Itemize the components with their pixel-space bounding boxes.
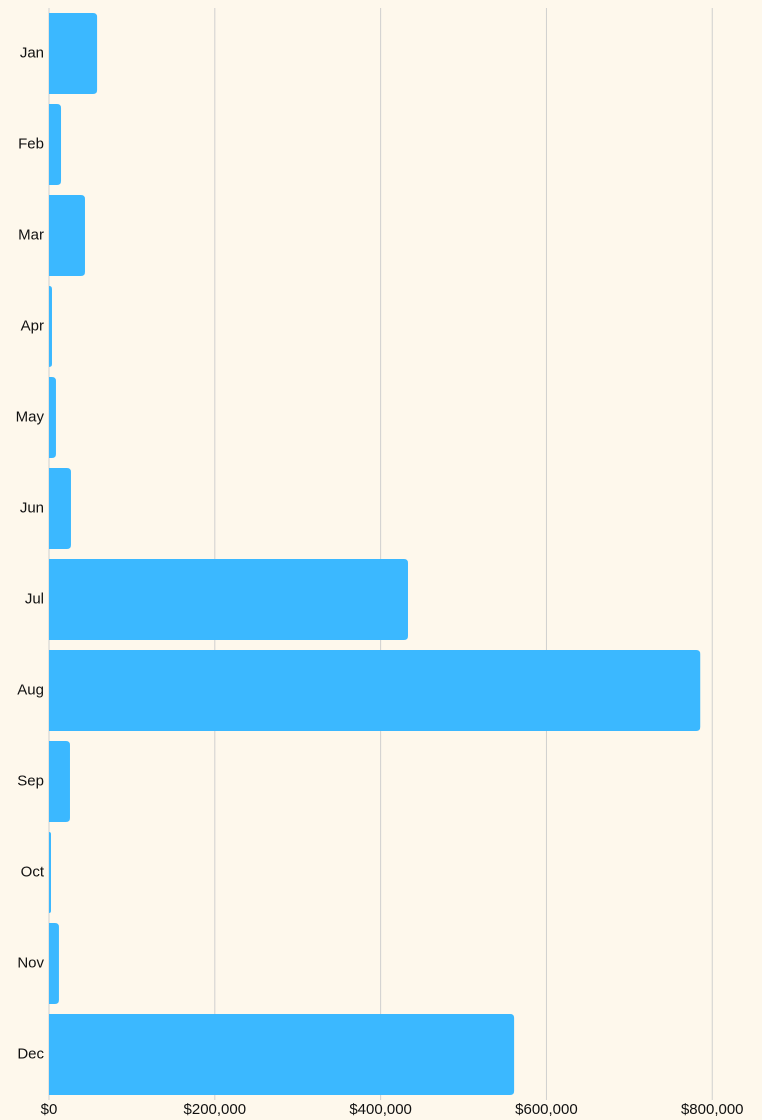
bar	[49, 104, 62, 185]
y-tick-label: Oct	[21, 863, 45, 880]
bar	[49, 1014, 515, 1095]
y-tick-label: Jun	[20, 499, 44, 516]
bar	[49, 741, 70, 822]
y-tick-label: Dec	[17, 1045, 44, 1062]
bar	[49, 195, 85, 276]
bar	[49, 468, 71, 549]
y-tick-label: May	[16, 408, 45, 425]
y-tick-label: Nov	[17, 954, 44, 971]
y-tick-label: Jan	[20, 44, 44, 61]
x-tick-label: $800,000	[681, 1101, 744, 1118]
bar	[49, 377, 56, 458]
y-tick-label: Sep	[17, 772, 44, 789]
y-tick-label: Feb	[18, 135, 44, 152]
x-tick-label: $200,000	[184, 1101, 247, 1118]
bar	[49, 923, 59, 1004]
y-tick-label: Jul	[25, 590, 44, 607]
bar	[49, 650, 701, 731]
x-tick-label: $0	[41, 1101, 58, 1118]
x-tick-label: $600,000	[515, 1101, 578, 1118]
y-tick-label: Aug	[17, 681, 44, 698]
y-tick-label: Mar	[18, 226, 44, 243]
x-tick-label: $400,000	[349, 1101, 412, 1118]
bar	[49, 832, 51, 913]
bar	[49, 286, 52, 367]
bar	[49, 559, 408, 640]
y-tick-label: Apr	[21, 317, 44, 334]
bar	[49, 13, 98, 94]
